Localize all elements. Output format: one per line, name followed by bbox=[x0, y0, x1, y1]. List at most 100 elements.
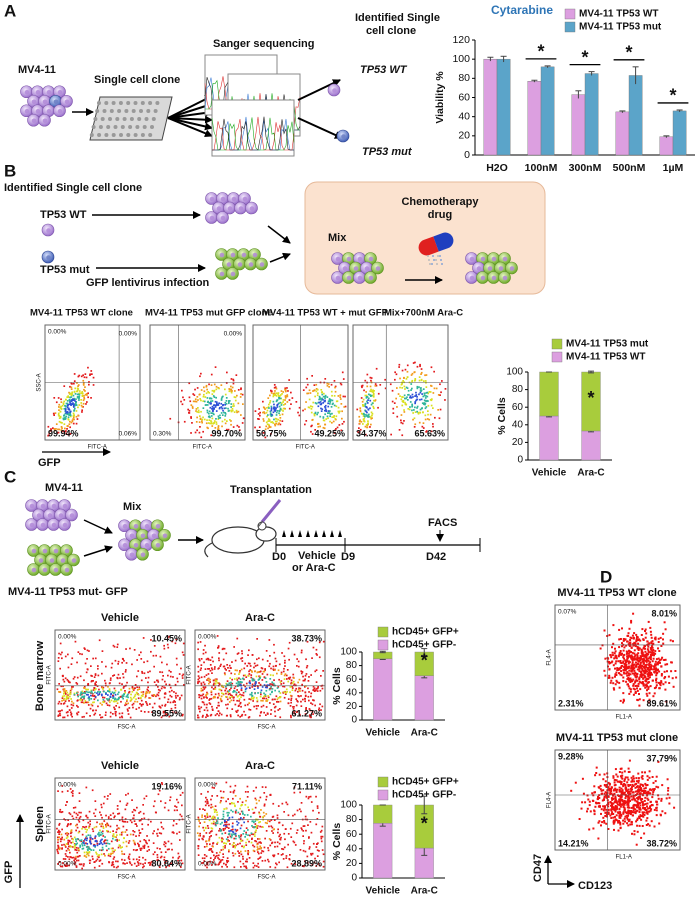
event bbox=[124, 859, 126, 861]
event bbox=[218, 702, 220, 704]
event bbox=[148, 677, 150, 679]
event bbox=[323, 419, 325, 421]
event bbox=[208, 680, 210, 682]
event bbox=[73, 807, 75, 809]
mouse-body bbox=[212, 527, 264, 553]
event bbox=[648, 621, 650, 623]
event bbox=[284, 838, 286, 840]
event bbox=[314, 690, 316, 692]
event bbox=[119, 677, 121, 679]
well bbox=[124, 109, 128, 113]
event bbox=[166, 664, 168, 666]
event bbox=[217, 635, 219, 637]
event bbox=[251, 697, 253, 699]
event bbox=[142, 804, 144, 806]
event bbox=[269, 794, 271, 796]
event bbox=[297, 412, 299, 414]
event bbox=[226, 664, 228, 666]
event bbox=[229, 390, 231, 392]
label: Mix bbox=[123, 501, 142, 513]
event bbox=[167, 701, 169, 703]
event bbox=[85, 663, 87, 665]
event bbox=[103, 803, 105, 805]
event bbox=[263, 418, 265, 420]
cell-nucleus bbox=[358, 276, 363, 281]
event bbox=[320, 675, 322, 677]
event bbox=[233, 842, 235, 844]
event bbox=[94, 827, 96, 829]
event bbox=[233, 833, 235, 835]
event bbox=[629, 687, 631, 689]
event bbox=[296, 665, 298, 667]
event bbox=[82, 845, 84, 847]
event bbox=[138, 687, 140, 689]
event bbox=[644, 630, 646, 632]
event bbox=[237, 843, 239, 845]
event bbox=[654, 687, 656, 689]
event bbox=[132, 688, 134, 690]
event bbox=[84, 700, 86, 702]
event bbox=[310, 693, 312, 695]
event bbox=[109, 682, 111, 684]
event bbox=[310, 674, 312, 676]
event bbox=[221, 408, 223, 410]
event bbox=[285, 828, 287, 830]
event bbox=[234, 396, 236, 398]
quadrant-percent: 10.45% bbox=[151, 633, 182, 643]
event bbox=[290, 403, 292, 405]
event bbox=[331, 406, 333, 408]
event bbox=[327, 416, 329, 418]
event bbox=[81, 376, 83, 378]
event bbox=[284, 655, 286, 657]
event bbox=[221, 412, 223, 414]
event bbox=[252, 654, 254, 656]
event bbox=[218, 695, 220, 697]
event bbox=[147, 682, 149, 684]
event bbox=[311, 425, 313, 427]
event bbox=[198, 671, 200, 673]
event bbox=[180, 668, 182, 670]
event bbox=[628, 666, 630, 668]
event bbox=[267, 660, 269, 662]
event bbox=[639, 698, 641, 700]
event bbox=[169, 418, 171, 420]
event bbox=[271, 830, 273, 832]
event bbox=[66, 850, 68, 852]
well bbox=[154, 109, 158, 113]
event bbox=[78, 651, 80, 653]
event bbox=[244, 814, 246, 816]
event bbox=[284, 675, 286, 677]
event bbox=[304, 825, 306, 827]
event bbox=[222, 648, 224, 650]
well bbox=[117, 109, 121, 113]
event bbox=[287, 669, 289, 671]
cell-nucleus bbox=[239, 206, 244, 211]
event bbox=[66, 695, 68, 697]
event bbox=[203, 653, 205, 655]
event bbox=[285, 396, 287, 398]
event bbox=[672, 677, 674, 679]
event bbox=[288, 858, 290, 860]
event bbox=[423, 380, 425, 382]
event bbox=[121, 662, 123, 664]
event bbox=[218, 660, 220, 662]
event bbox=[151, 695, 153, 697]
event bbox=[323, 393, 325, 395]
well bbox=[119, 101, 123, 105]
event bbox=[430, 399, 432, 401]
event bbox=[306, 667, 308, 669]
event bbox=[318, 812, 320, 814]
event bbox=[633, 638, 635, 640]
event bbox=[133, 703, 135, 705]
event bbox=[61, 700, 63, 702]
event bbox=[243, 668, 245, 670]
event bbox=[222, 421, 224, 423]
event bbox=[316, 688, 318, 690]
event bbox=[207, 710, 209, 712]
event bbox=[140, 849, 142, 851]
event bbox=[369, 390, 371, 392]
event bbox=[87, 817, 89, 819]
event bbox=[610, 654, 612, 656]
event bbox=[673, 686, 675, 688]
event bbox=[224, 389, 226, 391]
